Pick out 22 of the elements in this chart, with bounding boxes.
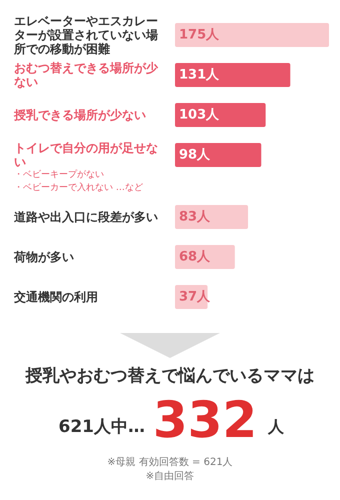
y-tick-label: おむつ替えできる場所が少ない — [14, 61, 159, 89]
data-label: 83人 — [179, 210, 212, 224]
y-tick-label: トイレで自分の用が足せない — [14, 141, 158, 169]
data-label: 131人 — [179, 68, 220, 82]
text: ・ベビーキープがない — [14, 169, 104, 180]
text: 621人中… — [58, 417, 145, 437]
data-label: 68人 — [179, 250, 212, 264]
y-tick-label: 荷物が多い — [13, 250, 74, 264]
y-tick-label: エレベーターやエスカレーターが設置されていない場所での移動が困難 — [13, 14, 158, 56]
y-tick-label: 授乳できる場所が少ない — [13, 108, 146, 122]
text: 332 — [152, 391, 258, 449]
text: ※母親 有効回答数 = 621人 — [107, 456, 233, 468]
y-tick-label: 道路や出入口に段差が多い — [13, 210, 158, 224]
text: 人 — [267, 417, 285, 436]
y-tick-label: 交通機関の利用 — [13, 290, 98, 304]
text: ※自由回答 — [146, 470, 194, 482]
text: ・ベビーカーで入れない …など — [14, 182, 143, 193]
text: 授乳やおむつ替えで悩んでいるママは — [24, 366, 314, 386]
data-label: 98人 — [179, 148, 212, 162]
data-label: 103人 — [179, 108, 220, 122]
data-label: 175人 — [179, 28, 220, 42]
data-label: 37人 — [179, 290, 212, 304]
